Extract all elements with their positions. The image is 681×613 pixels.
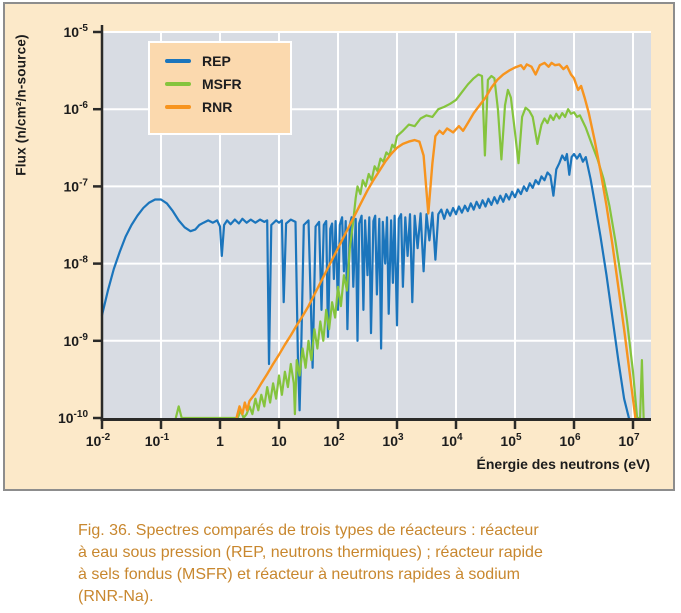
caption-line: à sels fondus (MSFR) et réacteur à neutr… [78, 566, 520, 583]
rnr-line-swatch-icon [165, 104, 191, 109]
rnr-spectrum-line [235, 61, 637, 420]
y-tick-label: 10-10 [58, 409, 88, 426]
msfr-spectrum-line [174, 73, 645, 420]
x-tick-label: 105 [500, 432, 522, 449]
x-tick-label: 106 [559, 432, 581, 449]
x-tick-label: 104 [441, 432, 463, 449]
caption-line: à eau sous pression (REP, neutrons therm… [78, 544, 543, 561]
caption-line: (RNR-Na). [78, 588, 154, 605]
y-tick-label: 10-6 [64, 100, 89, 117]
x-tick-label: 107 [618, 432, 640, 449]
legend-label-msfr: MSFR [202, 75, 242, 92]
figure-caption: Fig. 36. Spectres comparés de trois type… [78, 520, 623, 608]
legend-item-msfr: MSFR [150, 72, 290, 95]
y-axis-title: Flux (n/cm²/n-source) [13, 34, 29, 176]
x-tick-label: 102 [323, 432, 345, 449]
rep-spectrum-line [100, 152, 631, 420]
x-tick-label: 10 [271, 433, 287, 449]
chart-legend: REP MSFR RNR [148, 41, 292, 135]
legend-label-rnr: RNR [202, 98, 233, 115]
msfr-line-swatch-icon [165, 81, 191, 86]
y-tick-label: 10-9 [64, 332, 89, 349]
legend-item-rep: REP [150, 49, 290, 72]
x-tick-label: 1 [216, 433, 224, 449]
x-axis-title: Énergie des neutrons (eV) [476, 456, 650, 472]
chart-canvas: 10-5 10-6 10-7 10-8 10-9 10-10 10-2 10-1 1 10 102 1… [58, 23, 651, 449]
rep-line-swatch-icon [165, 58, 191, 63]
legend-label-rep: REP [202, 52, 231, 69]
y-tick-label: 10-7 [64, 177, 89, 194]
figure-panel: 10-5 10-6 10-7 10-8 10-9 10-10 10-2 10-1 1 10 102 1… [3, 2, 675, 491]
x-tick-label: 10-2 [86, 432, 111, 449]
y-tick-label: 10-5 [64, 23, 89, 40]
legend-item-rnr: RNR [150, 95, 290, 118]
x-tick-label: 103 [382, 432, 404, 449]
caption-line: Fig. 36. Spectres comparés de trois type… [78, 522, 539, 539]
x-tick-label: 10-1 [145, 432, 170, 449]
y-tick-label: 10-8 [64, 255, 89, 272]
